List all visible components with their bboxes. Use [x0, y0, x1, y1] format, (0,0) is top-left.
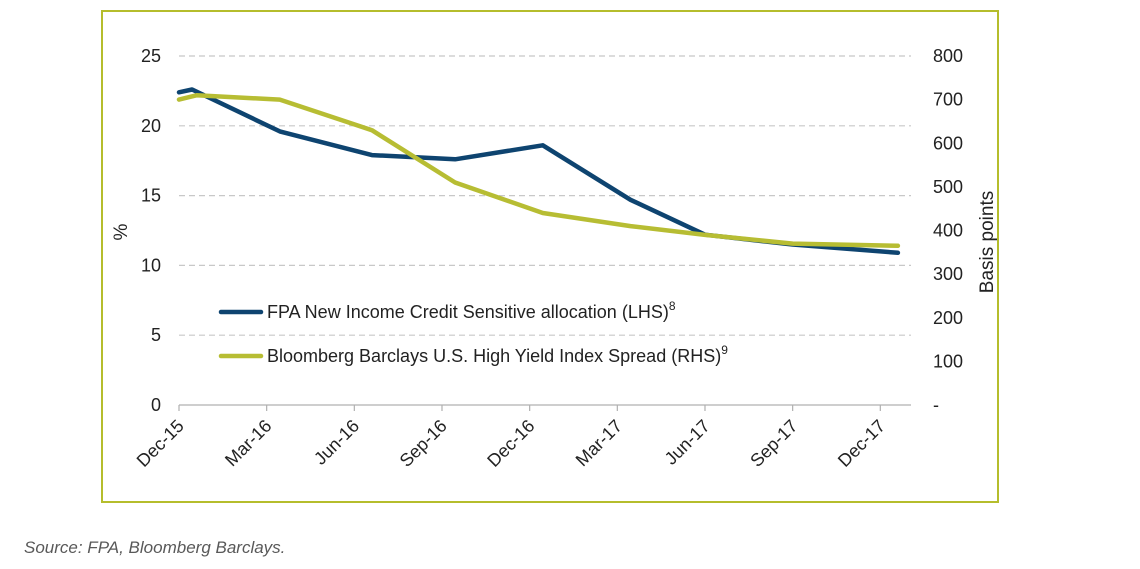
series-line-credit-allocation: [176, 87, 901, 256]
legend-name-credit-allocation: FPA New Income Credit Sensitive allocati…: [267, 302, 669, 322]
left-axis-title: %: [111, 223, 132, 240]
chart-frame: 0 5 10 15 20 25 - 100 200 300 400 500 600 700 800 Dec-1…: [101, 10, 999, 503]
series-lines: [176, 87, 901, 256]
legend-footnote-credit-allocation: 8: [669, 299, 676, 313]
x-tick-label: Mar-17: [572, 416, 626, 470]
right-tick-label: 200: [933, 308, 963, 328]
right-tick-label: 100: [933, 351, 963, 371]
right-tick-label: 500: [933, 177, 963, 197]
chart-svg: 0 5 10 15 20 25 - 100 200 300 400 500 600 700 800 Dec-1…: [111, 46, 997, 471]
x-tick-label: Mar-16: [221, 416, 275, 470]
legend-footnote-high-yield-spread: 9: [721, 343, 728, 357]
x-tick-label: Dec-17: [834, 416, 889, 471]
grid-lines: [179, 55, 911, 336]
right-tick-label: 800: [933, 46, 963, 66]
left-tick-label: 0: [151, 395, 161, 415]
right-tick-label: 700: [933, 90, 963, 110]
left-tick-label: 5: [151, 325, 161, 345]
x-tick-label: Dec-15: [133, 416, 188, 471]
right-tick-label: 600: [933, 133, 963, 153]
legend: FPA New Income Credit Sensitive allocati…: [218, 299, 728, 366]
left-tick-label: 20: [141, 116, 161, 136]
x-tick-label: Jun-17: [661, 416, 714, 469]
x-tick-label: Sep-16: [396, 416, 451, 471]
source-note: Source: FPA, Bloomberg Barclays.: [24, 538, 286, 557]
legend-label-high-yield-spread: Bloomberg Barclays U.S. High Yield Index…: [267, 343, 728, 366]
left-tick-label: 15: [141, 186, 161, 206]
right-tick-label: 300: [933, 264, 963, 284]
left-tick-label: 25: [141, 46, 161, 66]
x-tick-label: Dec-16: [483, 416, 538, 471]
legend-label-credit-allocation: FPA New Income Credit Sensitive allocati…: [267, 299, 676, 322]
right-axis-title: Basis points: [977, 191, 997, 293]
series-line-high-yield-spread: [176, 93, 901, 249]
left-tick-label: 10: [141, 255, 161, 275]
x-tick-label: Jun-16: [310, 416, 363, 469]
axes: 0 5 10 15 20 25 - 100 200 300 400 500 600 700 800 Dec-1…: [133, 46, 963, 471]
right-tick-label: -: [933, 395, 939, 415]
legend-name-high-yield-spread: Bloomberg Barclays U.S. High Yield Index…: [267, 346, 721, 366]
right-tick-label: 400: [933, 221, 963, 241]
x-tick-label: Sep-17: [746, 416, 801, 471]
